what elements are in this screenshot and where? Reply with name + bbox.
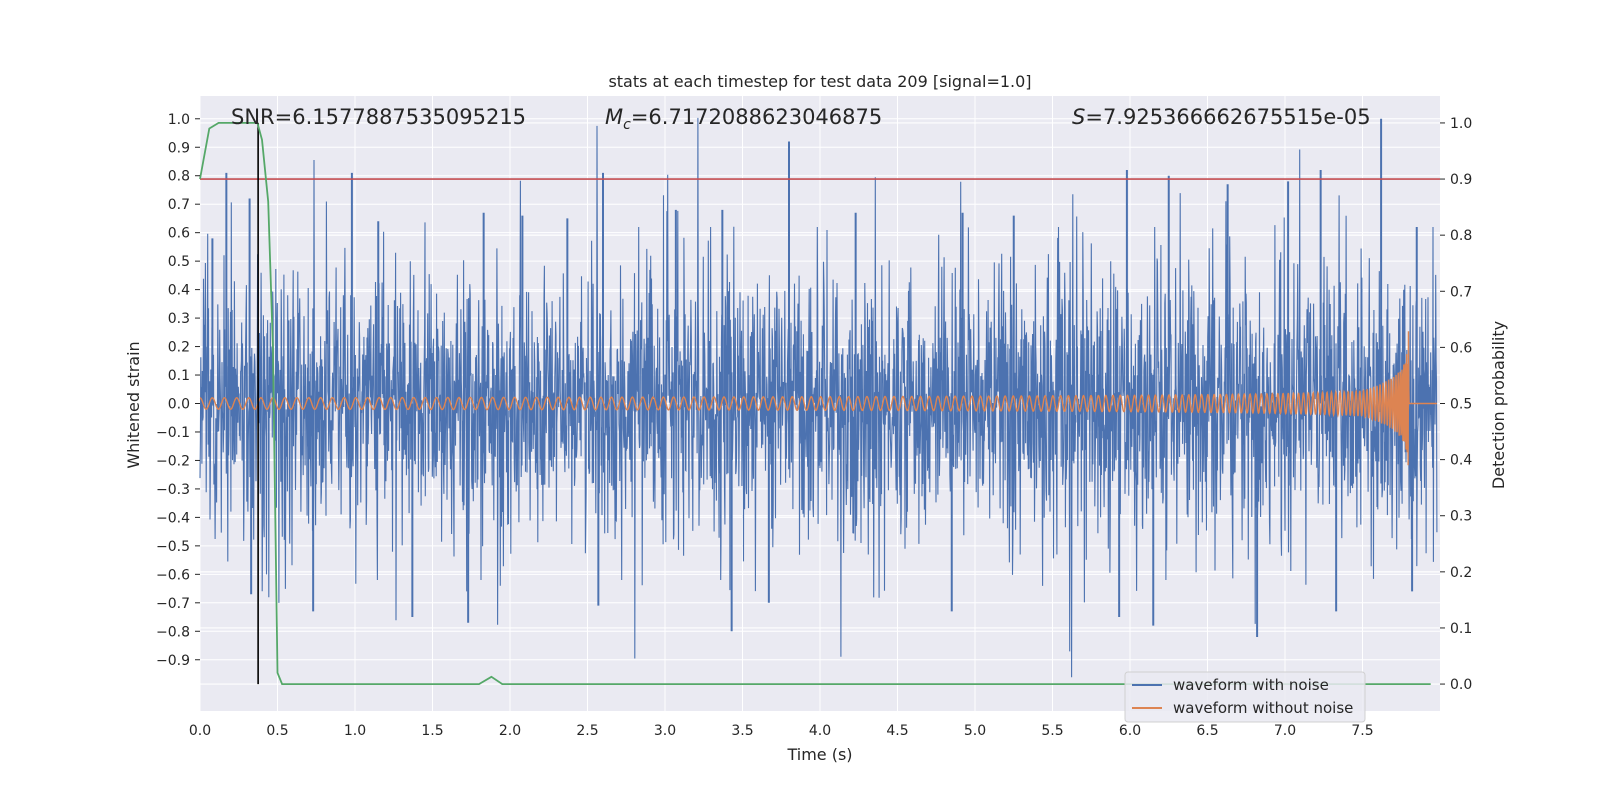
snr-annotation: SNR=6.1577887535095215 [231, 105, 526, 129]
x-tick-label: 2.0 [499, 723, 521, 739]
x-tick-label: 3.0 [654, 723, 676, 739]
y-tick-label: 0.7 [168, 197, 190, 213]
y-tick-label: 0.3 [168, 311, 190, 327]
x-tick-label: 5.0 [964, 723, 986, 739]
y-tick-label: −0.3 [156, 482, 190, 498]
legend-label-noise: waveform with noise [1173, 676, 1329, 694]
x-tick-label: 0.0 [189, 723, 211, 739]
x-tick-label: 4.0 [809, 723, 831, 739]
x-tick-label: 4.5 [886, 723, 908, 739]
x-tick-label: 7.0 [1274, 723, 1296, 739]
y2-tick-label: 0.9 [1450, 172, 1472, 188]
y-tick-label: −0.8 [156, 624, 190, 640]
y2-tick-label: 0.0 [1450, 677, 1472, 693]
legend: waveform with noise waveform without noi… [1124, 671, 1366, 723]
y2-axis-ticks: 1.0 0.9 0.8 0.7 0.6 0.5 0.4 0.3 0.2 0.1 0.0 [1440, 116, 1472, 693]
y-tick-label: −0.1 [156, 425, 190, 441]
y-tick-label: 0.2 [168, 340, 190, 356]
x-tick-label: 6.0 [1119, 723, 1141, 739]
legend-label-clean: waveform without noise [1173, 699, 1353, 717]
clean-waveform-series [199, 331, 1437, 466]
chirp-mass-annotation: Mc=6.7172088623046875 [605, 105, 882, 133]
strain-annotation: S=7.925366662675515e-05 [1072, 105, 1371, 129]
y2-tick-label: 0.3 [1450, 509, 1472, 525]
y2-tick-label: 0.7 [1450, 284, 1472, 300]
x-tick-label: 0.5 [266, 723, 288, 739]
y-tick-label: −0.6 [156, 567, 190, 583]
y-tick-label: −0.5 [156, 539, 190, 555]
y-tick-label: −0.7 [156, 596, 190, 612]
y-tick-label: 0.5 [168, 254, 190, 270]
x-tick-label: 5.5 [1041, 723, 1063, 739]
y-tick-label: −0.2 [156, 453, 190, 469]
y2-axis-title: Detection probability [1489, 321, 1508, 489]
y2-tick-label: 0.8 [1450, 228, 1472, 244]
x-axis-ticks: 0.0 0.5 1.0 1.5 2.0 2.5 3.0 3.5 4.0 4.5 5.0 5.5 6.0 6… [189, 723, 1374, 739]
detection-probability-line [199, 122, 1431, 685]
y2-tick-label: 0.6 [1450, 340, 1472, 356]
y2-tick-label: 0.2 [1450, 565, 1472, 581]
x-tick-label: 1.5 [421, 723, 443, 739]
y-tick-label: −0.9 [156, 653, 190, 669]
y2-tick-label: 0.5 [1450, 397, 1472, 413]
y-tick-label: 1.0 [168, 112, 190, 128]
y-tick-label: 0.0 [168, 397, 190, 413]
y2-tick-label: 0.1 [1450, 621, 1472, 637]
y-axis-title: Whitened strain [124, 341, 143, 468]
y-tick-label: 0.9 [168, 140, 190, 156]
detection-probability-series [199, 122, 1431, 685]
clean-waveform-line [199, 331, 1437, 466]
y-tick-label: 0.4 [168, 283, 190, 299]
x-axis-title: Time (s) [786, 745, 852, 764]
y2-tick-label: 1.0 [1450, 116, 1472, 132]
x-tick-label: 3.5 [731, 723, 753, 739]
chart-title: stats at each timestep for test data 209… [608, 72, 1031, 91]
y-axis-ticks: 1.0 0.9 0.8 0.7 0.6 0.5 0.4 0.3 0.2 0.1 0.0 −0.1 −0.… [156, 112, 200, 669]
y2-tick-label: 0.4 [1450, 453, 1472, 469]
y-tick-label: 0.1 [168, 368, 190, 384]
y-tick-label: 0.8 [168, 169, 190, 185]
legend-box [1124, 671, 1366, 723]
x-tick-label: 1.0 [344, 723, 366, 739]
x-tick-label: 7.5 [1351, 723, 1373, 739]
x-tick-label: 6.5 [1196, 723, 1218, 739]
y-tick-label: −0.4 [156, 510, 190, 526]
x-tick-label: 2.5 [576, 723, 598, 739]
y-tick-label: 0.6 [168, 226, 190, 242]
